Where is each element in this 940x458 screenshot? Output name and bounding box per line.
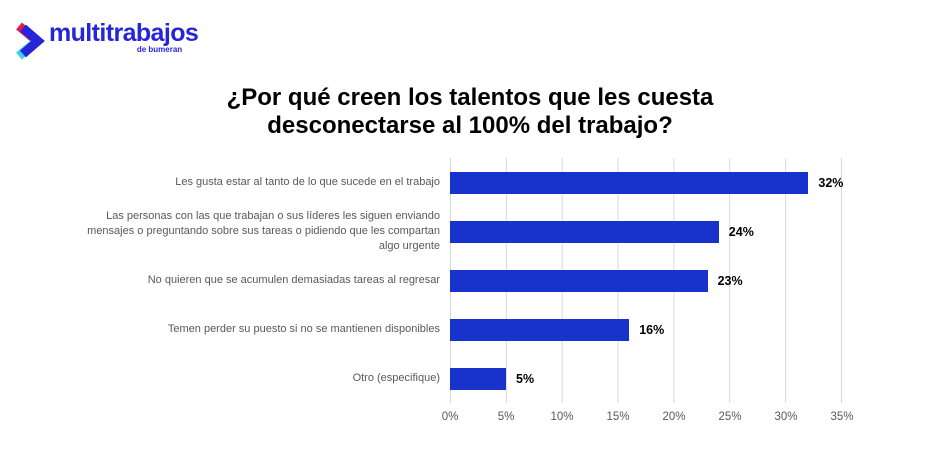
logo-text: multitrabajos de bumeran: [49, 19, 199, 54]
x-tick-label: 30%: [774, 411, 798, 423]
x-tick-label: 5%: [497, 411, 515, 423]
x-axis: 0% 5% 10% 15% 20% 25% 30% 35%: [442, 403, 854, 429]
bar-2: [450, 269, 708, 292]
bar-chart: Les gusta estar al tanto de lo que suced…: [66, 158, 916, 429]
bar-track: 24%: [450, 207, 842, 256]
value-label: 32%: [818, 175, 844, 190]
category-label: Les gusta estar al tanto de lo que suced…: [175, 176, 440, 189]
logo: multitrabajos de bumeran: [14, 19, 199, 60]
bar-row: Otro (especifique) 5%: [66, 354, 916, 403]
multitrabajos-chevron-icon: [16, 22, 45, 60]
bar-row: Les gusta estar al tanto de lo que suced…: [66, 158, 916, 207]
x-tick-label: 0%: [441, 411, 459, 423]
bar-4: [450, 367, 506, 390]
bar-1: [450, 220, 719, 243]
bar-row: Temen perder su puesto si no se mantiene…: [66, 305, 916, 354]
x-tick-label: 10%: [550, 411, 574, 423]
x-tick-label: 25%: [718, 411, 742, 423]
bar-row: Las personas con las que trabajan o sus …: [66, 207, 916, 256]
logo-subbrand: de bumeran: [136, 44, 183, 54]
bar-0: [450, 171, 809, 194]
category-label: No quieren que se acumulen demasiadas ta…: [147, 274, 440, 287]
bar-track: 23%: [450, 256, 842, 305]
x-tick-label: 15%: [606, 411, 630, 423]
chart-title: ¿Por qué creen los talentos que les cues…: [226, 84, 714, 140]
logo-brand: multitrabajos: [49, 19, 199, 47]
x-tick-label: 35%: [830, 411, 854, 423]
value-label: 24%: [728, 224, 754, 239]
value-label: 23%: [717, 273, 743, 288]
bar-row: No quieren que se acumulen demasiadas ta…: [66, 256, 916, 305]
bar-track: 32%: [450, 158, 844, 207]
bar-track: 16%: [450, 305, 842, 354]
category-label: Las personas con las que trabajan o sus …: [87, 210, 440, 252]
category-label: Otro (especifique): [352, 372, 440, 385]
bar-track: 5%: [450, 354, 842, 403]
bar-3: [450, 318, 630, 341]
value-label: 16%: [639, 322, 665, 337]
category-label: Temen perder su puesto si no se mantiene…: [167, 323, 440, 336]
value-label: 5%: [516, 371, 535, 386]
plot-area: Les gusta estar al tanto de lo que suced…: [66, 158, 916, 403]
x-tick-label: 20%: [662, 411, 686, 423]
